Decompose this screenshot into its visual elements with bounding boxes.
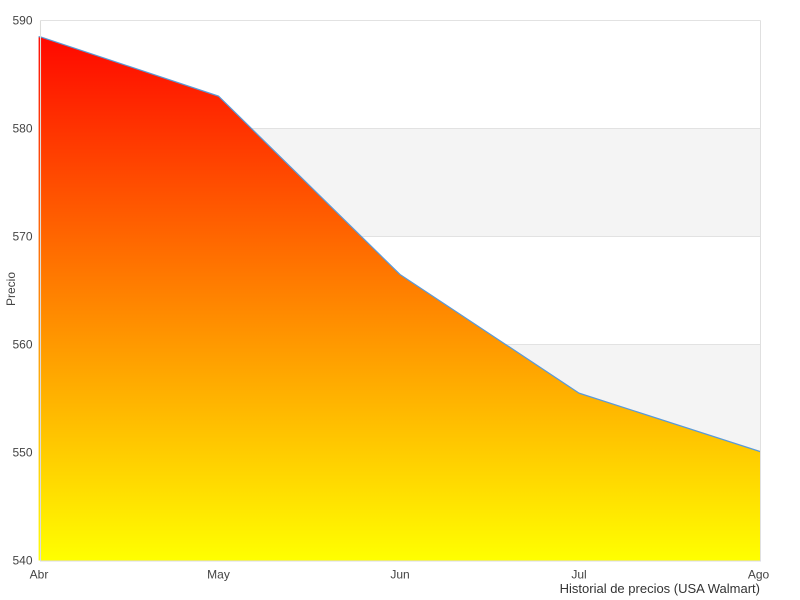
svg-text:560: 560 bbox=[12, 338, 32, 352]
svg-text:Precio: Precio bbox=[4, 272, 18, 306]
svg-text:590: 590 bbox=[12, 14, 32, 28]
svg-text:May: May bbox=[207, 568, 230, 582]
svg-text:550: 550 bbox=[12, 446, 32, 460]
svg-text:Historial de precios (USA Walm: Historial de precios (USA Walmart) bbox=[560, 581, 760, 596]
svg-text:Jul: Jul bbox=[571, 568, 586, 582]
svg-text:570: 570 bbox=[12, 230, 32, 244]
svg-text:580: 580 bbox=[12, 122, 32, 136]
svg-text:Abr: Abr bbox=[30, 568, 49, 582]
svg-text:540: 540 bbox=[12, 554, 32, 568]
svg-text:Ago: Ago bbox=[748, 568, 770, 582]
svg-text:Jun: Jun bbox=[390, 568, 409, 582]
